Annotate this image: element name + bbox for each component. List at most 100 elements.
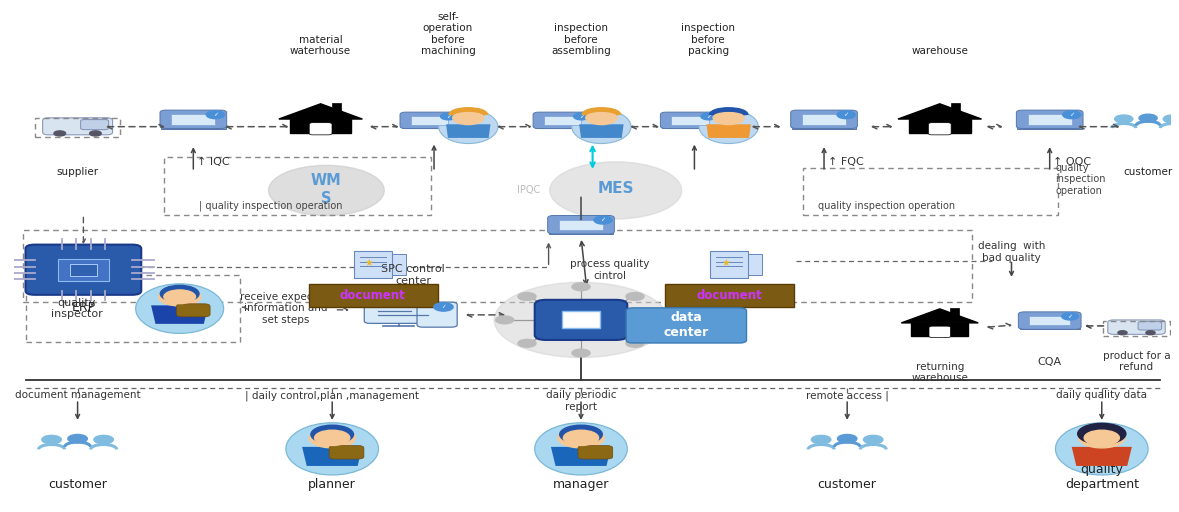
Circle shape	[586, 111, 617, 124]
FancyBboxPatch shape	[309, 284, 437, 307]
FancyBboxPatch shape	[1020, 327, 1080, 329]
Circle shape	[590, 113, 613, 123]
Circle shape	[94, 435, 113, 444]
Circle shape	[90, 131, 101, 136]
Circle shape	[456, 113, 480, 123]
Circle shape	[626, 339, 644, 347]
FancyBboxPatch shape	[177, 304, 210, 317]
Ellipse shape	[535, 423, 627, 475]
FancyBboxPatch shape	[911, 323, 968, 336]
FancyBboxPatch shape	[660, 112, 719, 129]
Polygon shape	[1072, 447, 1132, 466]
Ellipse shape	[1055, 423, 1148, 475]
Circle shape	[713, 111, 744, 124]
FancyBboxPatch shape	[578, 445, 613, 459]
Circle shape	[518, 339, 536, 347]
Circle shape	[558, 428, 604, 448]
Circle shape	[700, 113, 717, 120]
FancyBboxPatch shape	[1019, 312, 1081, 329]
FancyBboxPatch shape	[791, 126, 856, 129]
Text: ✓: ✓	[843, 112, 849, 117]
Text: | quality inspection operation: | quality inspection operation	[199, 201, 343, 211]
Circle shape	[560, 425, 602, 444]
Text: ✓: ✓	[212, 112, 218, 117]
FancyBboxPatch shape	[671, 116, 709, 125]
Circle shape	[863, 435, 883, 444]
Circle shape	[315, 430, 350, 445]
Text: ↑ FQC: ↑ FQC	[828, 157, 863, 167]
Circle shape	[494, 282, 667, 357]
Text: warehouse: warehouse	[911, 47, 968, 56]
Circle shape	[160, 285, 199, 302]
Text: ✓: ✓	[600, 218, 606, 223]
Text: quality
department: quality department	[1065, 462, 1139, 490]
FancyBboxPatch shape	[544, 116, 581, 125]
Text: SPC control
center: SPC control center	[381, 264, 446, 286]
FancyBboxPatch shape	[1028, 115, 1072, 124]
FancyBboxPatch shape	[354, 251, 391, 278]
Ellipse shape	[699, 110, 758, 143]
Circle shape	[1062, 111, 1081, 119]
FancyBboxPatch shape	[290, 119, 351, 133]
Text: ✓: ✓	[1069, 112, 1074, 117]
Text: daily periodic
report: daily periodic report	[546, 390, 617, 412]
Ellipse shape	[136, 284, 224, 333]
Circle shape	[572, 283, 590, 291]
Circle shape	[811, 435, 831, 444]
Circle shape	[1139, 114, 1157, 122]
FancyBboxPatch shape	[26, 245, 141, 295]
Polygon shape	[579, 124, 624, 138]
Text: supplier: supplier	[57, 167, 99, 177]
Circle shape	[518, 292, 536, 301]
FancyBboxPatch shape	[928, 123, 951, 135]
Text: IPQC: IPQC	[518, 185, 540, 196]
Text: document: document	[340, 289, 406, 302]
Text: ↑ OQC: ↑ OQC	[1053, 157, 1092, 167]
Circle shape	[41, 435, 61, 444]
Text: ✓: ✓	[1067, 314, 1073, 319]
Circle shape	[164, 290, 196, 304]
Circle shape	[837, 111, 855, 119]
FancyBboxPatch shape	[80, 119, 108, 130]
Circle shape	[1085, 430, 1119, 445]
Text: data
center: data center	[664, 311, 709, 339]
FancyBboxPatch shape	[400, 112, 459, 129]
Polygon shape	[898, 104, 982, 119]
Polygon shape	[551, 447, 611, 466]
Circle shape	[717, 113, 740, 123]
Polygon shape	[279, 104, 362, 119]
FancyBboxPatch shape	[548, 231, 613, 234]
FancyBboxPatch shape	[950, 103, 961, 113]
FancyBboxPatch shape	[533, 112, 592, 129]
Circle shape	[1118, 331, 1127, 335]
Text: planner: planner	[309, 478, 356, 490]
Ellipse shape	[285, 423, 378, 475]
FancyBboxPatch shape	[329, 445, 364, 459]
FancyBboxPatch shape	[309, 123, 332, 135]
Text: manager: manager	[553, 478, 610, 490]
Polygon shape	[151, 305, 209, 324]
FancyBboxPatch shape	[626, 308, 746, 343]
FancyBboxPatch shape	[929, 326, 950, 337]
Text: ERP: ERP	[71, 301, 95, 314]
FancyBboxPatch shape	[1108, 320, 1165, 334]
Text: ↑ IQC: ↑ IQC	[197, 157, 230, 167]
Circle shape	[68, 435, 87, 443]
Text: daily quality data: daily quality data	[1056, 390, 1147, 400]
Polygon shape	[302, 447, 362, 466]
Circle shape	[1146, 331, 1155, 335]
FancyBboxPatch shape	[561, 311, 600, 328]
FancyBboxPatch shape	[160, 126, 225, 129]
Text: receive expection
information and
set steps: receive expection information and set st…	[239, 292, 332, 325]
FancyBboxPatch shape	[331, 103, 341, 113]
Text: document management: document management	[15, 390, 140, 400]
FancyBboxPatch shape	[364, 300, 437, 324]
FancyBboxPatch shape	[548, 216, 614, 234]
FancyBboxPatch shape	[950, 308, 959, 317]
Text: ✓: ✓	[446, 114, 450, 119]
Circle shape	[574, 113, 590, 120]
FancyBboxPatch shape	[160, 110, 226, 129]
FancyBboxPatch shape	[791, 110, 857, 129]
Circle shape	[1078, 423, 1126, 444]
Text: ★: ★	[722, 258, 730, 268]
